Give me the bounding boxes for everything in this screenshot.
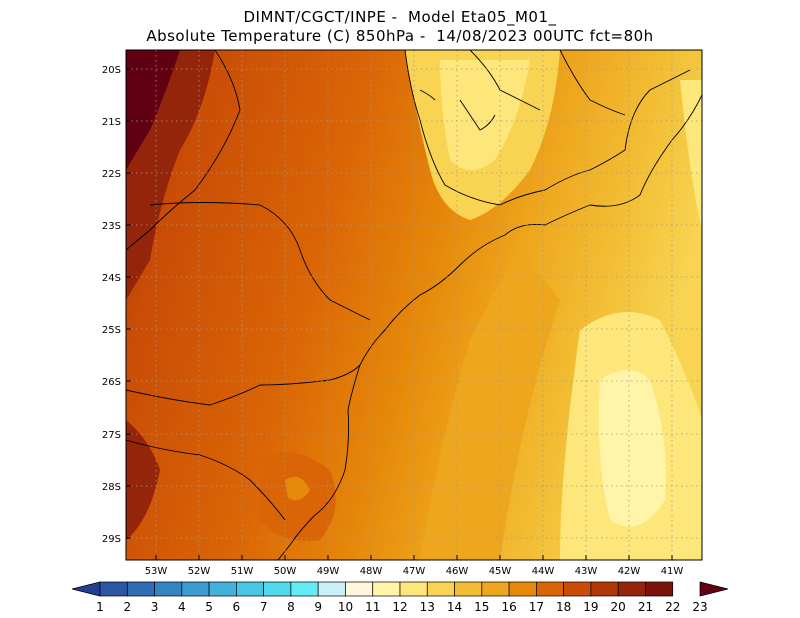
colorbar-label: 2 xyxy=(123,600,131,614)
map-grid xyxy=(126,50,702,560)
colorbar-swatch xyxy=(454,581,483,597)
colorbar-label: 12 xyxy=(392,600,407,614)
lat-label: 25S xyxy=(102,325,121,336)
colorbar-label: 10 xyxy=(338,600,353,614)
colorbar-swatch xyxy=(290,581,319,597)
colorbar-swatch xyxy=(481,581,510,597)
lon-label: 41W xyxy=(661,566,684,577)
colorbar-label: 8 xyxy=(287,600,295,614)
colorbar-label: 15 xyxy=(474,600,489,614)
lon-label: 52W xyxy=(188,566,211,577)
colorbar-swatch xyxy=(399,581,428,597)
lat-label: 24S xyxy=(102,273,121,284)
lat-label: 28S xyxy=(102,482,121,493)
colorbar-label: 1 xyxy=(96,600,104,614)
colorbar-swatch xyxy=(317,581,346,597)
colorbar-swatch xyxy=(699,581,729,597)
colorbar-label: 13 xyxy=(420,600,435,614)
lon-label: 53W xyxy=(145,566,168,577)
colorbar-swatch xyxy=(508,581,537,597)
colorbar-label: 4 xyxy=(178,600,186,614)
lon-label: 49W xyxy=(317,566,340,577)
colorbar-swatch xyxy=(372,581,401,597)
lon-label: 50W xyxy=(274,566,297,577)
colorbar-swatch xyxy=(154,581,183,597)
colorbar-label: 6 xyxy=(233,600,241,614)
colorbar-label: 22 xyxy=(665,600,680,614)
chart-title-line2: Absolute Temperature (C) 850hPa - 14/08/… xyxy=(146,27,654,45)
colorbar-label: 11 xyxy=(365,600,380,614)
lat-label: 20S xyxy=(102,65,121,76)
lon-label: 45W xyxy=(489,566,512,577)
colorbar-swatch xyxy=(563,581,592,597)
lon-label: 46W xyxy=(446,566,469,577)
colorbar-label: 7 xyxy=(260,600,268,614)
lat-label: 22S xyxy=(102,169,121,180)
colorbar-swatch xyxy=(181,581,210,597)
colorbar-label: 19 xyxy=(583,600,598,614)
colorbar-swatch xyxy=(590,581,619,597)
colorbar-label: 17 xyxy=(529,600,544,614)
colorbar-label: 5 xyxy=(205,600,213,614)
colorbar-label: 21 xyxy=(638,600,653,614)
chart-title-line1: DIMNT/CGCT/INPE - Model Eta05_M01_ xyxy=(243,8,557,26)
colorbar-swatch xyxy=(208,581,237,597)
colorbar-swatch xyxy=(345,581,374,597)
lat-label: 23S xyxy=(102,221,121,232)
colorbar-swatch xyxy=(426,581,455,597)
colorbar-swatch xyxy=(99,581,128,597)
colorbar-label: 20 xyxy=(611,600,626,614)
lon-label: 47W xyxy=(403,566,426,577)
coastline-borders xyxy=(126,50,702,560)
colorbar-swatch xyxy=(236,581,264,597)
colorbar-swatch xyxy=(645,581,674,597)
colorbar-label: 18 xyxy=(556,600,571,614)
lat-label: 27S xyxy=(102,430,121,441)
colorbar-label: 9 xyxy=(314,600,322,614)
colorbar-swatch xyxy=(263,581,292,597)
colorbar-label: 16 xyxy=(501,600,516,614)
lon-label: 43W xyxy=(575,566,598,577)
colorbar-swatch xyxy=(536,581,564,597)
lat-label: 29S xyxy=(102,534,121,545)
colorbar-swatch xyxy=(126,581,155,597)
lon-label: 42W xyxy=(618,566,641,577)
colorbar-label: 23 xyxy=(692,600,707,614)
colorbar-swatch xyxy=(617,581,646,597)
lon-label: 51W xyxy=(231,566,254,577)
lon-label: 44W xyxy=(532,566,555,577)
colorbar-label: 14 xyxy=(447,600,462,614)
lat-label: 21S xyxy=(102,117,121,128)
colorbar-label: 3 xyxy=(151,600,159,614)
lon-label: 48W xyxy=(360,566,383,577)
colorbar: 1 2 3 4 5 6 7 8 9 10 11 12 13 14 15 16 17 18 19 20 21 22 23 xyxy=(71,581,729,614)
colorbar-swatch xyxy=(71,581,101,597)
lat-label: 26S xyxy=(102,377,121,388)
